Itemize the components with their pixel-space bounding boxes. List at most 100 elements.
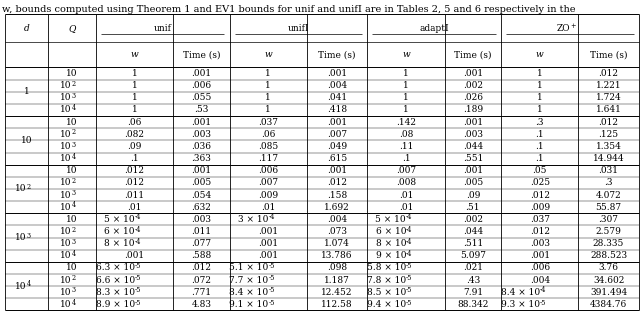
Text: w, bounds computed using Theorem 1 and EV1 bounds for unif and unifI are in Tabl: w, bounds computed using Theorem 1 and E…	[2, 5, 575, 14]
Text: 1: 1	[537, 69, 543, 78]
Text: -5: -5	[134, 286, 141, 295]
Text: .073: .073	[327, 227, 347, 236]
Text: 1: 1	[403, 81, 409, 90]
Text: 7.8 × 10: 7.8 × 10	[367, 276, 406, 285]
Text: 8.9 × 10: 8.9 × 10	[95, 300, 134, 309]
Text: 1.354: 1.354	[596, 142, 621, 151]
Text: unifI: unifI	[287, 24, 309, 33]
Text: .01: .01	[127, 203, 142, 212]
Text: .003: .003	[191, 130, 211, 139]
Text: unif: unif	[154, 24, 172, 33]
Text: .01: .01	[399, 203, 413, 212]
Text: 2: 2	[72, 80, 76, 88]
Text: .003: .003	[191, 215, 211, 224]
Text: .012: .012	[191, 264, 211, 272]
Text: 10: 10	[60, 239, 72, 248]
Text: 4: 4	[72, 250, 76, 258]
Text: 1: 1	[266, 105, 271, 115]
Text: -5: -5	[406, 274, 412, 282]
Text: 10: 10	[66, 166, 77, 175]
Text: 34.602: 34.602	[593, 276, 624, 285]
Text: -4: -4	[268, 213, 275, 222]
Text: .418: .418	[327, 105, 348, 115]
Text: 28.335: 28.335	[593, 239, 624, 248]
Text: 1: 1	[537, 93, 543, 102]
Text: -5: -5	[540, 299, 546, 306]
Text: 1: 1	[266, 81, 271, 90]
Text: 8.4 × 10: 8.4 × 10	[500, 288, 540, 297]
Text: .007: .007	[396, 166, 416, 175]
Text: 88.342: 88.342	[457, 300, 488, 309]
Text: .01: .01	[261, 203, 275, 212]
Text: .11: .11	[399, 142, 413, 151]
Text: 10: 10	[15, 233, 27, 242]
Text: 10: 10	[60, 227, 72, 236]
Text: .09: .09	[127, 142, 142, 151]
Text: -5: -5	[134, 299, 141, 306]
Text: 10: 10	[60, 81, 72, 90]
Text: .044: .044	[463, 142, 483, 151]
Text: -4: -4	[406, 250, 412, 258]
Text: .007: .007	[327, 130, 348, 139]
Text: 2: 2	[72, 128, 76, 136]
Text: 4: 4	[27, 280, 31, 288]
Text: 10: 10	[21, 136, 32, 145]
Text: .004: .004	[530, 276, 550, 285]
Text: 2.579: 2.579	[596, 227, 621, 236]
Text: -4: -4	[134, 238, 141, 246]
Text: .001: .001	[258, 227, 278, 236]
Text: .3: .3	[604, 178, 613, 187]
Text: .3: .3	[536, 118, 544, 127]
Text: 6 × 10: 6 × 10	[376, 227, 406, 236]
Text: 1: 1	[132, 81, 138, 90]
Text: 5 × 10: 5 × 10	[104, 215, 134, 224]
Text: .025: .025	[530, 178, 550, 187]
Text: .001: .001	[191, 118, 212, 127]
Text: .53: .53	[195, 105, 209, 115]
Text: 14.944: 14.944	[593, 154, 625, 163]
Text: .041: .041	[327, 93, 348, 102]
Text: d: d	[24, 24, 29, 33]
Text: 2: 2	[72, 226, 76, 233]
Text: .003: .003	[530, 239, 550, 248]
Text: .006: .006	[258, 166, 278, 175]
Text: 1: 1	[132, 69, 138, 78]
Text: .072: .072	[191, 276, 211, 285]
Text: .012: .012	[530, 227, 550, 236]
Text: 3 × 10: 3 × 10	[238, 215, 268, 224]
Text: 9 × 10: 9 × 10	[376, 251, 406, 260]
Text: .012: .012	[125, 178, 145, 187]
Text: 4384.76: 4384.76	[590, 300, 627, 309]
Text: Time (s): Time (s)	[454, 50, 492, 59]
Text: 1.221: 1.221	[596, 81, 621, 90]
Text: .005: .005	[463, 178, 483, 187]
Text: .002: .002	[463, 215, 483, 224]
Text: .551: .551	[463, 154, 483, 163]
Text: 4: 4	[72, 104, 76, 112]
Text: 2: 2	[27, 183, 31, 191]
Text: -4: -4	[540, 286, 546, 295]
Text: 1: 1	[403, 105, 409, 115]
Text: -4: -4	[134, 226, 141, 233]
Text: 6.6 × 10: 6.6 × 10	[95, 276, 134, 285]
Text: 10: 10	[60, 251, 72, 260]
Text: .011: .011	[191, 227, 212, 236]
Text: 10: 10	[60, 178, 72, 187]
Text: .012: .012	[327, 178, 347, 187]
Text: 5 × 10: 5 × 10	[376, 215, 406, 224]
Text: -5: -5	[268, 299, 275, 306]
Text: 13.786: 13.786	[321, 251, 353, 260]
Text: -5: -5	[134, 262, 141, 270]
Text: .363: .363	[191, 154, 211, 163]
Text: 4: 4	[72, 299, 76, 306]
Text: .001: .001	[530, 251, 550, 260]
Text: .049: .049	[327, 142, 348, 151]
Text: 1: 1	[266, 93, 271, 102]
Text: 6 × 10: 6 × 10	[104, 227, 134, 236]
Text: .003: .003	[463, 130, 483, 139]
Text: .009: .009	[258, 191, 278, 200]
Text: 10: 10	[60, 288, 72, 297]
Text: 10: 10	[60, 154, 72, 163]
Text: .632: .632	[191, 203, 211, 212]
Text: .001: .001	[463, 166, 483, 175]
